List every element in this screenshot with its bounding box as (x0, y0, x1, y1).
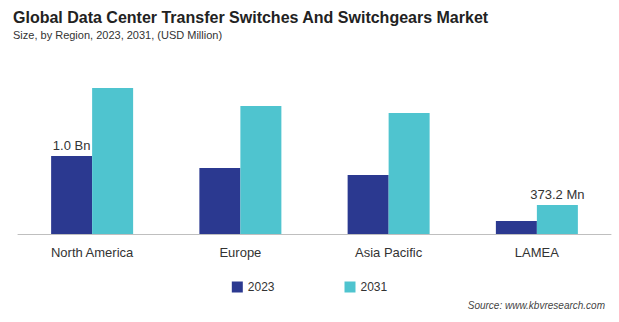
svg-text:373.2 Mn: 373.2 Mn (530, 187, 584, 202)
svg-text:Source: www.kbvresearch.com: Source: www.kbvresearch.com (468, 300, 605, 311)
svg-text:2031: 2031 (361, 280, 388, 294)
svg-text:2023: 2023 (248, 280, 275, 294)
svg-text:North America: North America (51, 245, 134, 260)
svg-text:Asia Pacific: Asia Pacific (355, 245, 423, 260)
svg-text:Europe: Europe (219, 245, 261, 260)
svg-text:LAMEA: LAMEA (515, 245, 559, 260)
svg-text:Global Data Center Transfer Sw: Global Data Center Transfer Switches And… (13, 9, 489, 26)
svg-text:Size, by Region, 2023, 2031, (: Size, by Region, 2023, 2031, (USD Millio… (13, 29, 222, 41)
svg-text:1.0 Bn: 1.0 Bn (53, 138, 91, 153)
